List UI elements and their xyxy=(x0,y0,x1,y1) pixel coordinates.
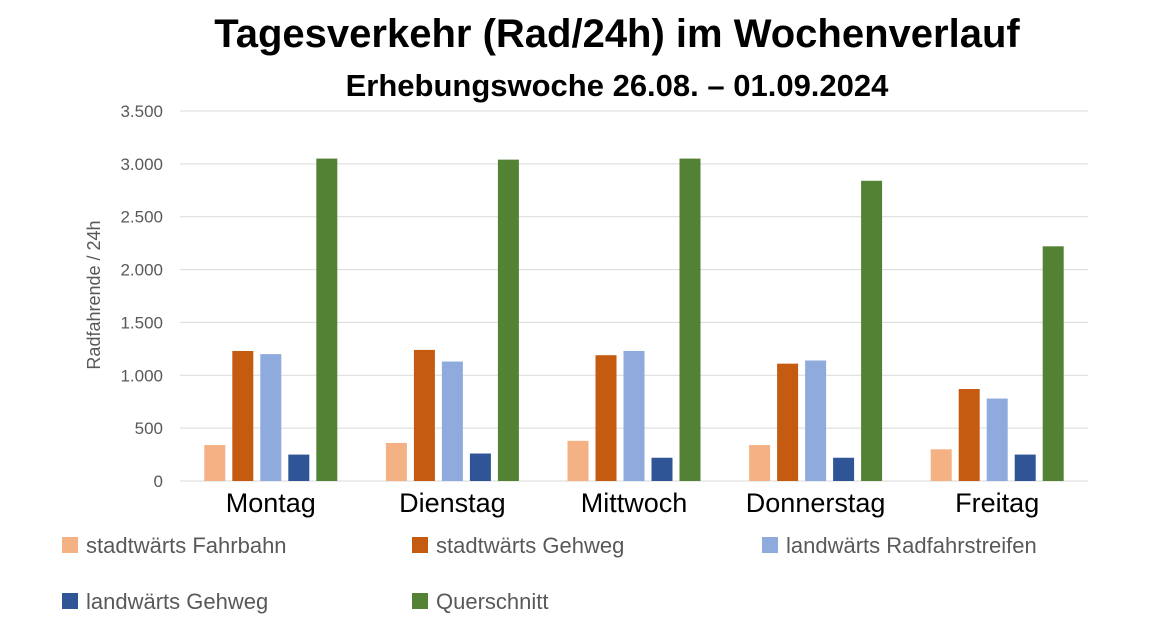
y-tick-label: 3.000 xyxy=(120,155,163,174)
legend-label: stadtwärts Fahrbahn xyxy=(86,533,287,558)
bar-donnerstag-series-3 xyxy=(805,360,827,481)
y-tick-label: 2.500 xyxy=(120,208,163,227)
legend-swatch xyxy=(62,537,78,553)
bar-freitag-series-4 xyxy=(1014,454,1036,481)
bar-dienstag-series-4 xyxy=(469,453,491,481)
legend: stadtwärts Fahrbahn stadtwärts Gehweg land… xyxy=(62,533,1037,614)
y-tick-label: 3.500 xyxy=(120,102,163,121)
bar-mittwoch-series-2 xyxy=(595,355,617,481)
legend-label: stadtwärts Gehweg xyxy=(436,533,624,558)
bar-dienstag-series-5 xyxy=(497,159,519,481)
category-label-freitag: Freitag xyxy=(955,488,1039,518)
bar-freitag-series-3 xyxy=(986,398,1008,481)
bar-montag-series-5 xyxy=(316,158,338,482)
bar-montag-series-1 xyxy=(204,445,226,481)
bar-mittwoch-series-5 xyxy=(679,158,701,482)
bars xyxy=(204,158,1064,482)
bar-mittwoch-series-1 xyxy=(567,440,589,481)
bar-freitag-series-2 xyxy=(958,389,980,481)
legend-label: landwärts Radfahrstreifen xyxy=(786,533,1037,558)
legend-swatch xyxy=(412,537,428,553)
bar-montag-series-2 xyxy=(232,350,254,481)
legend-label: landwärts Gehweg xyxy=(86,589,268,614)
category-label-dienstag: Dienstag xyxy=(399,488,506,518)
y-tick-label: 0 xyxy=(154,472,163,491)
bar-dienstag-series-1 xyxy=(385,442,407,481)
y-tick-label: 1.000 xyxy=(120,366,163,385)
bar-montag-series-4 xyxy=(288,454,310,481)
bar-dienstag-series-2 xyxy=(413,349,435,481)
legend-label: Querschnitt xyxy=(436,589,549,614)
y-tick-labels: 0 500 1.000 1.500 2.000 2.500 3.000 3.500 xyxy=(120,102,163,491)
y-tick-label: 2.000 xyxy=(120,261,163,280)
chart-subtitle: Erhebungswoche 26.08. – 01.09.2024 xyxy=(346,68,890,103)
y-tick-label: 500 xyxy=(135,419,163,438)
bar-mittwoch-series-3 xyxy=(623,350,645,481)
y-tick-label: 1.500 xyxy=(120,313,163,332)
bar-dienstag-series-3 xyxy=(441,361,463,481)
bar-freitag-series-1 xyxy=(930,449,952,481)
bar-mittwoch-series-4 xyxy=(651,457,673,481)
legend-swatch xyxy=(62,593,78,609)
bar-donnerstag-series-1 xyxy=(749,445,771,481)
category-label-donnerstag: Donnerstag xyxy=(746,488,886,518)
category-label-montag: Montag xyxy=(226,488,316,518)
chart-title: Tagesverkehr (Rad/24h) im Wochenverlauf xyxy=(214,12,1020,56)
bar-donnerstag-series-4 xyxy=(833,457,855,481)
bar-donnerstag-series-2 xyxy=(777,363,799,481)
legend-swatch xyxy=(412,593,428,609)
y-axis-label: Radfahrende / 24h xyxy=(84,220,104,369)
bar-donnerstag-series-5 xyxy=(861,180,883,481)
bar-montag-series-3 xyxy=(260,354,282,481)
category-label-mittwoch: Mittwoch xyxy=(581,488,688,518)
legend-swatch xyxy=(762,537,778,553)
category-labels: Montag Dienstag Mittwoch Donnerstag Freitag xyxy=(226,488,1039,518)
bar-freitag-series-5 xyxy=(1042,246,1064,481)
